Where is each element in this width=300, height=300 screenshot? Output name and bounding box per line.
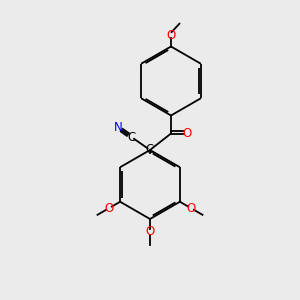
- Text: N: N: [114, 121, 122, 134]
- Text: O: O: [167, 28, 176, 42]
- Text: O: O: [146, 225, 154, 238]
- Text: O: O: [105, 202, 114, 214]
- Text: C: C: [128, 130, 136, 144]
- Text: O: O: [182, 127, 191, 140]
- Text: O: O: [186, 202, 195, 214]
- Text: C: C: [145, 143, 154, 156]
